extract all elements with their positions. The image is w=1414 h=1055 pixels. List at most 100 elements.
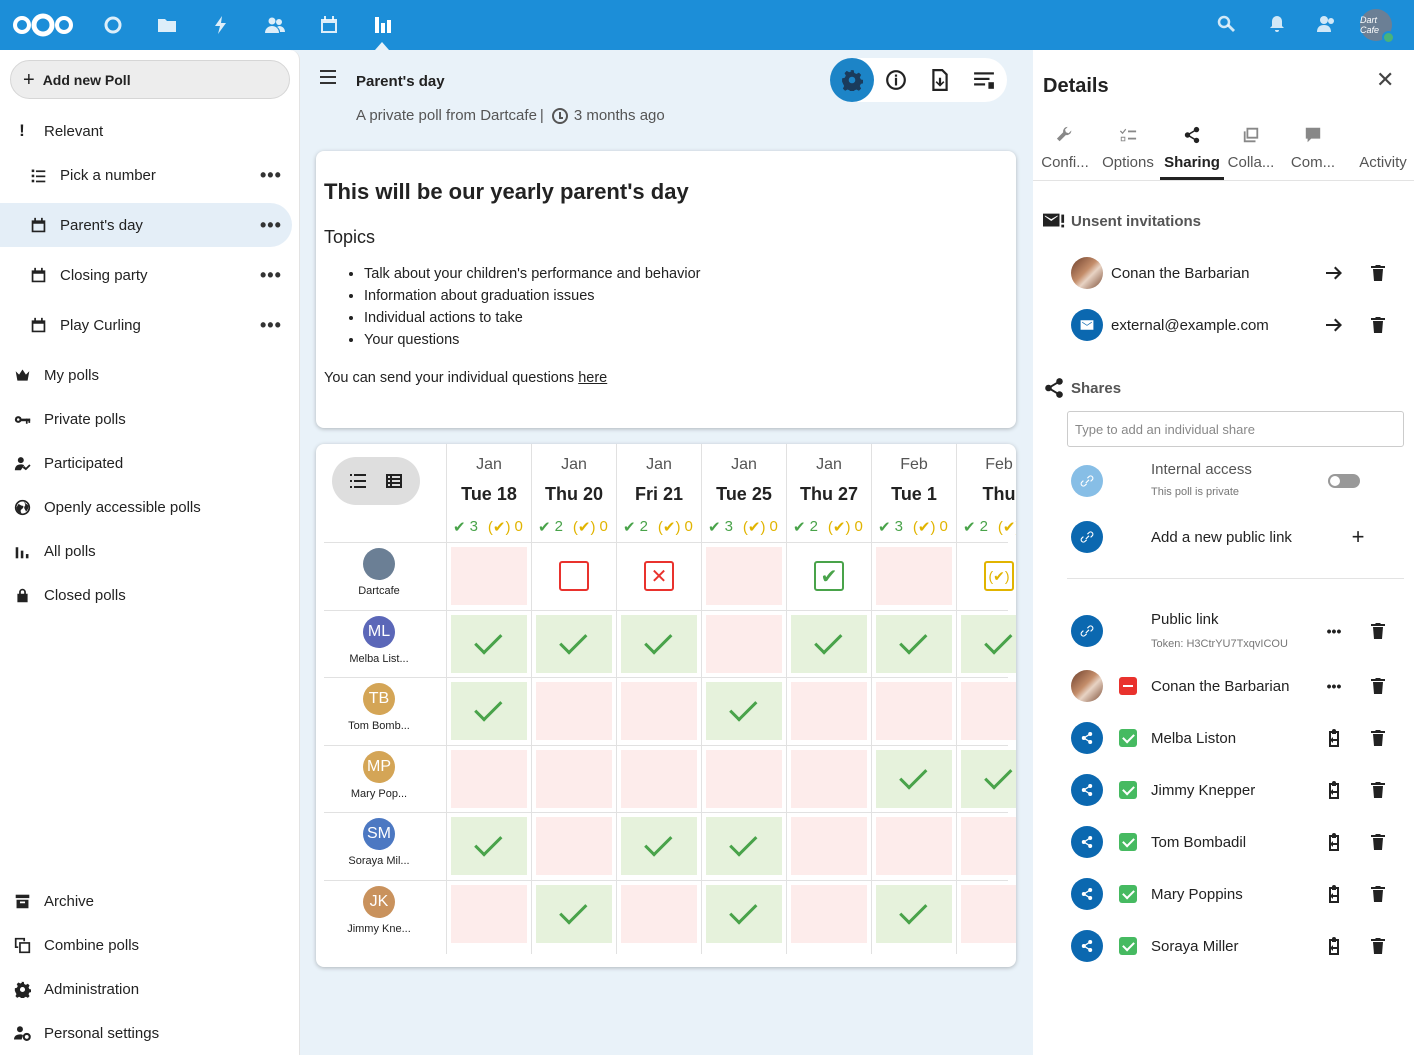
yes-count-icon: ✔: [878, 519, 891, 536]
more-actions-button[interactable]: •••: [260, 314, 282, 335]
more-actions-button[interactable]: •••: [260, 214, 282, 235]
contacts-icon[interactable]: [263, 13, 287, 37]
more-actions-button[interactable]: •••: [1326, 623, 1342, 639]
clipboard-icon[interactable]: [1323, 883, 1345, 905]
vote-no-toggle[interactable]: ✕: [621, 547, 697, 605]
participant[interactable]: ML Melba List...: [324, 610, 434, 677]
send-arrow-icon[interactable]: [1323, 262, 1345, 284]
delete-icon[interactable]: [1367, 727, 1389, 749]
more-actions-button[interactable]: •••: [260, 164, 282, 185]
user-settings-icon: [12, 1023, 32, 1043]
delete-icon[interactable]: [1367, 883, 1389, 905]
link-avatar: [1071, 521, 1103, 553]
delete-icon[interactable]: [1367, 779, 1389, 801]
clipboard-icon[interactable]: [1323, 727, 1345, 749]
nav-item-participated[interactable]: Participated: [0, 441, 292, 485]
delete-icon[interactable]: [1367, 675, 1389, 697]
sort-button[interactable]: [962, 58, 1006, 102]
info-button[interactable]: [874, 58, 918, 102]
share-status-checkbox[interactable]: [1119, 885, 1137, 903]
clipboard-icon[interactable]: [1323, 935, 1345, 957]
nav-item-combine-polls[interactable]: Combine polls: [0, 923, 292, 967]
bell-icon[interactable]: [1267, 14, 1289, 36]
questions-link[interactable]: here: [578, 370, 608, 386]
share-user-name: Jimmy Knepper: [1151, 781, 1256, 799]
nav-item-closed-polls[interactable]: Closed polls: [0, 573, 292, 617]
polls-icon[interactable]: [371, 13, 395, 37]
share-status-checkbox[interactable]: [1119, 937, 1137, 955]
more-actions-button[interactable]: •••: [1326, 678, 1342, 694]
check-icon: [474, 625, 503, 655]
vote-no[interactable]: [706, 547, 782, 605]
nav-item-play-curling[interactable]: Play Curling •••: [0, 303, 292, 347]
tab-collaboration[interactable]: Colla...: [1219, 124, 1283, 171]
internal-access-toggle[interactable]: [1328, 474, 1360, 488]
export-button[interactable]: [918, 58, 962, 102]
delete-icon[interactable]: [1367, 831, 1389, 853]
search-icon[interactable]: [1216, 14, 1238, 36]
participant[interactable]: SM Soraya Mil...: [324, 812, 434, 879]
participant[interactable]: MP Mary Pop...: [324, 745, 434, 812]
vote-no[interactable]: [451, 547, 527, 605]
participant[interactable]: JK Jimmy Kne...: [324, 880, 434, 947]
participant[interactable]: Dartcafe: [324, 542, 434, 609]
tab-options[interactable]: Options: [1096, 124, 1160, 171]
tab-configuration[interactable]: Confi...: [1033, 124, 1097, 171]
contacts-menu-icon[interactable]: [1316, 14, 1338, 36]
dashboard-icon[interactable]: [101, 13, 125, 37]
more-actions-button[interactable]: •••: [260, 264, 282, 285]
user-avatar[interactable]: Dart Cafe: [1360, 9, 1395, 44]
nav-item-relevant[interactable]: ! Relevant: [0, 109, 292, 153]
vote-maybe-toggle[interactable]: (✔): [961, 547, 1016, 605]
vote-empty[interactable]: [536, 547, 612, 605]
nav-item-openly-accessible[interactable]: Openly accessible polls: [0, 485, 292, 529]
nav-item-private-polls[interactable]: Private polls: [0, 397, 292, 441]
share-status-checkbox[interactable]: [1119, 781, 1137, 799]
clipboard-icon[interactable]: [1323, 779, 1345, 801]
add-icon[interactable]: +: [1351, 524, 1365, 549]
nav-item-pick-a-number[interactable]: Pick a number •••: [0, 153, 292, 197]
nav-item-parents-day[interactable]: Parent's day •••: [0, 203, 292, 247]
tab-comments[interactable]: Com...: [1281, 124, 1345, 171]
share-status-checkbox[interactable]: [1119, 833, 1137, 851]
nav-item-closing-party[interactable]: Closing party •••: [0, 253, 292, 297]
nav-item-personal-settings[interactable]: Personal settings: [0, 1011, 292, 1055]
list-view-icon[interactable]: [347, 470, 369, 492]
delete-icon[interactable]: [1367, 620, 1389, 642]
maybe-count-icon: (✔): [487, 519, 511, 536]
vote-no[interactable]: [876, 547, 952, 605]
calendar-icon[interactable]: [317, 13, 341, 37]
tab-sharing[interactable]: Sharing: [1160, 124, 1224, 171]
activity-icon[interactable]: [209, 13, 233, 37]
nextcloud-logo-icon[interactable]: [12, 12, 74, 42]
vote-no: [621, 884, 697, 943]
share-status-checkbox[interactable]: [1119, 677, 1137, 695]
delete-icon[interactable]: [1367, 314, 1389, 336]
avatar: SM: [363, 818, 395, 850]
nav-item-administration[interactable]: Administration: [0, 967, 292, 1011]
vote-yes: [791, 614, 867, 673]
vote-yes-toggle[interactable]: ✔: [791, 547, 867, 605]
menu-toggle-icon[interactable]: [320, 70, 336, 88]
tab-activity[interactable]: Activity: [1351, 124, 1414, 171]
files-icon[interactable]: [155, 13, 179, 37]
send-arrow-icon[interactable]: [1323, 314, 1345, 336]
participant-name: Dartcafe: [358, 585, 400, 597]
nav-item-archive[interactable]: Archive: [0, 879, 292, 923]
settings-button[interactable]: [830, 58, 874, 102]
share-search-input[interactable]: [1067, 411, 1404, 447]
clipboard-icon[interactable]: [1323, 831, 1345, 853]
share-status-checkbox[interactable]: [1119, 729, 1137, 747]
table-view-icon[interactable]: [383, 470, 405, 492]
delete-icon[interactable]: [1367, 262, 1389, 284]
option-counts: ✔ 2 (✔) 0: [538, 518, 616, 536]
row-divider: [324, 744, 1008, 746]
add-poll-button[interactable]: + Add new Poll: [10, 60, 290, 99]
view-toggle: [332, 457, 420, 505]
tab-label: Confi...: [1041, 154, 1089, 171]
nav-item-all-polls[interactable]: All polls: [0, 529, 292, 573]
close-icon[interactable]: ✕: [1376, 67, 1395, 92]
participant[interactable]: TB Tom Bomb...: [324, 677, 434, 744]
delete-icon[interactable]: [1367, 935, 1389, 957]
nav-item-my-polls[interactable]: My polls: [0, 353, 292, 397]
